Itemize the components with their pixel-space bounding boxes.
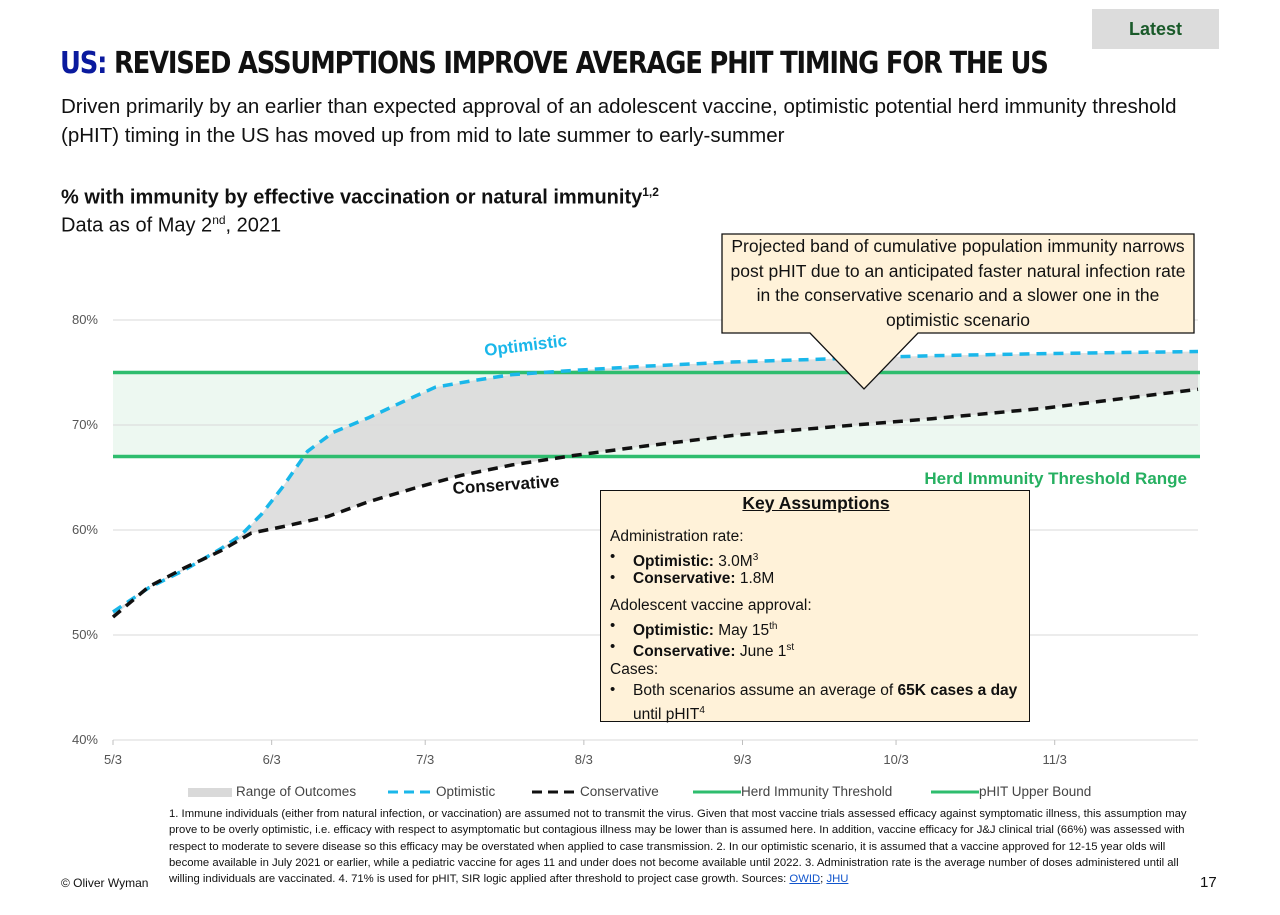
series-layer [111,349,1199,619]
bullet-icon: • [610,617,616,634]
legend-conservative-label: Conservative [580,784,659,799]
copyright: © Oliver Wyman [61,876,149,890]
approval-con-sup: st [786,642,795,653]
approval-con-label: Conservative: [633,643,736,661]
legend-optimistic-label: Optimistic [436,784,496,799]
source-link-jhu[interactable]: JHU [826,873,849,886]
bullet-icon: • [610,548,616,565]
admin-opt-label: Optimistic: [633,553,714,571]
admin-rate-heading: Administration rate: [610,528,744,545]
page-subtitle: Driven primarily by an earlier than expe… [61,95,1177,147]
optimistic-label: Optimistic [483,331,568,360]
cases-text-line-1: Both scenarios assume an average of 65K … [633,681,1017,701]
legend-range-swatch [188,787,232,797]
cases-text-sup: 4 [699,705,705,716]
band-label: Herd Immunity Threshold Range [924,469,1187,488]
legend-conservative: Conservative [532,784,659,799]
footnote-text: 1. Immune individuals (either from natur… [169,808,1187,886]
source-link-owid[interactable]: OWID [789,873,821,886]
admin-rate-optimistic: Optimistic: 3.0M3 [633,548,758,572]
legend-threshold-label: Herd Immunity Threshold [741,784,893,799]
chart-heading: % with immunity by effective vaccination… [61,185,659,210]
title-main: REVISED ASSUMPTIONS IMPROVE AVERAGE PHIT… [114,46,1049,81]
tick-label-layer: 40% 50% 60% 70% 80% 5/3 6/3 7/3 8/3 9/3 10/3 11/3 [72,312,1067,767]
bullet-icon: • [610,681,616,698]
y-tick-label: 60% [72,522,98,537]
approval-opt-label: Optimistic: [633,622,714,640]
x-tick-label: 5/3 [104,752,122,767]
conservative-series-line [111,387,1199,619]
admin-opt-value: 3.0M [713,553,753,571]
admin-con-label: Conservative: [633,570,736,587]
data-date: Data as of May 2nd, 2021 [61,213,281,238]
approval-optimistic: Optimistic: May 15th [633,617,777,641]
x-tick-label: 7/3 [416,752,434,767]
data-date-suffix: , 2021 [225,214,282,237]
admin-rate-conservative: Conservative: 1.8M [633,569,774,589]
approval-con-value: June 1 [735,643,787,661]
legend-phit-upper: pHIT Upper Bound [931,784,1091,799]
legend-optimistic: Optimistic [388,784,495,799]
y-tick-label: 40% [72,732,98,747]
chart-heading-footnote-ref: 1,2 [642,185,659,199]
cases-text-a: Both scenarios assume an average of [633,682,898,699]
cases-heading: Cases: [610,661,659,678]
legend-range-label: Range of Outcomes [236,784,357,799]
threshold-lines-layer [113,370,1200,459]
legend-threshold: Herd Immunity Threshold [693,784,892,799]
legend-threshold-swatch [693,790,741,794]
callout-shape [721,233,1195,390]
y-tick-label: 50% [72,627,98,642]
x-tick-label: 9/3 [733,752,751,767]
optimistic-series-line [112,349,1199,614]
callout-text: Projected band of cumulative population … [730,236,1186,330]
y-tick-label: 70% [72,417,98,432]
cases-text-bold: 65K cases a day [897,682,1018,699]
bullet-icon: • [610,569,616,586]
chart-legend: Range of Outcomes Optimistic Conservativ… [188,784,1188,802]
legend-range: Range of Outcomes [188,784,356,799]
approval-conservative: Conservative: June 1st [633,638,794,662]
latest-badge: Latest [1092,9,1219,49]
data-date-sup: nd [212,213,226,227]
legend-phit-upper-label: pHIT Upper Bound [979,784,1092,799]
approval-opt-sup: th [769,621,778,632]
approval-heading: Adolescent vaccine approval: [610,597,812,614]
approval-opt-value: May 15 [713,622,770,640]
chart-heading-text: % with immunity by effective vaccination… [61,186,643,209]
footnote: 1. Immune individuals (either from natur… [169,806,1199,887]
legend-phit-upper-swatch [931,790,979,794]
admin-opt-sup: 3 [752,552,759,563]
data-date-prefix: Data as of May 2 [61,214,213,237]
x-tick-label: 11/3 [1043,752,1067,767]
title-prefix: US: [60,46,107,81]
legend-conservative-swatch [532,790,576,794]
legend-optimistic-swatch [388,790,432,794]
admin-con-value: 1.8M [735,570,775,587]
cases-text-line-2: until pHIT4 [633,701,705,725]
x-tick-label: 10/3 [883,752,908,767]
cases-text-b: until pHIT [633,706,700,724]
bullet-icon: • [610,638,616,655]
page-title: US: REVISED ASSUMPTIONS IMPROVE AVERAGE … [60,46,1049,81]
y-tick-label: 80% [72,312,98,327]
x-tick-label: 6/3 [263,752,281,767]
page-number: 17 [1200,874,1217,891]
key-assumptions-title: Key Assumptions [742,493,890,513]
conservative-label: Conservative [452,472,560,498]
source-separator: ; [820,873,824,886]
x-tick-label: 8/3 [575,752,593,767]
key-assumptions-box: Key Assumptions Administration rate: • O… [600,490,1030,725]
